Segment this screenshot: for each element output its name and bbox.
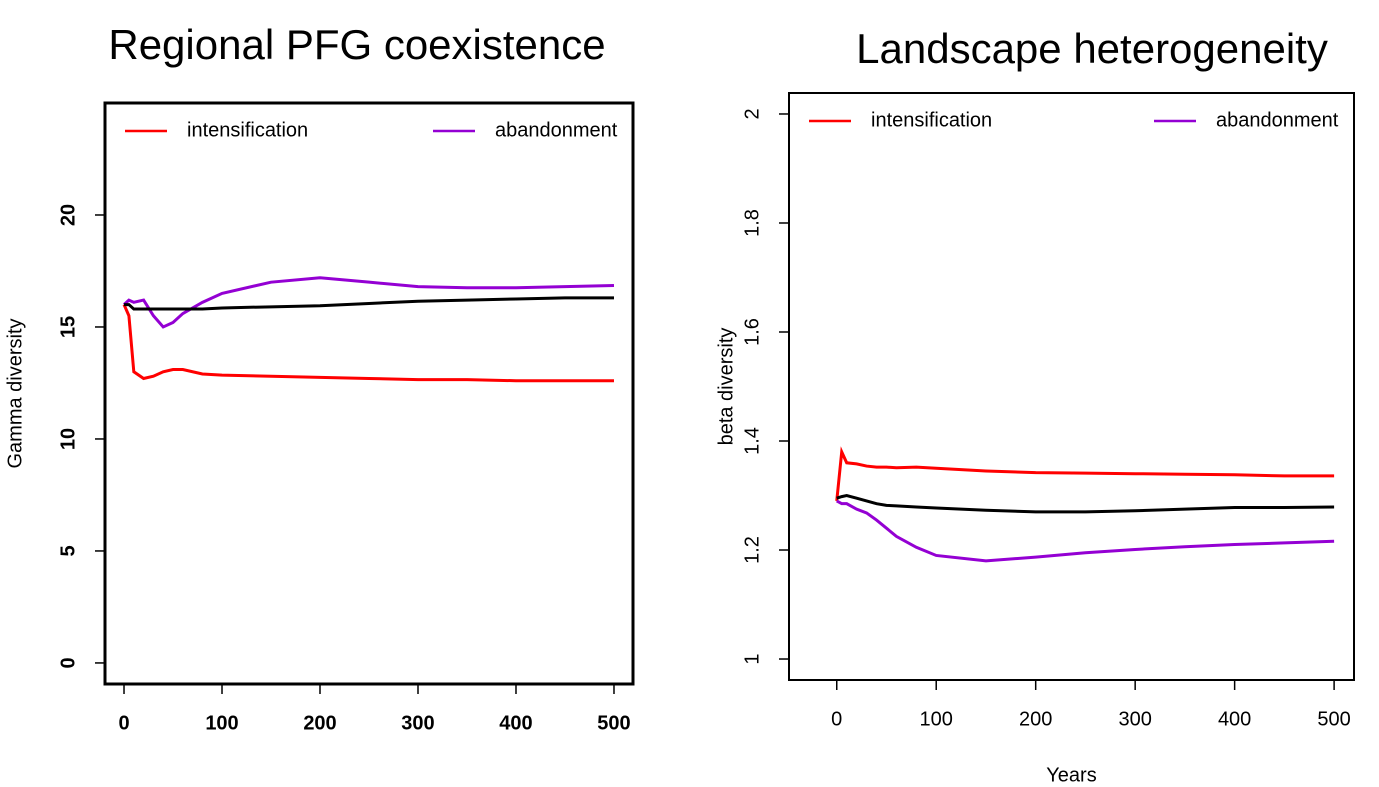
chart-title: Regional PFG coexistence <box>108 21 605 68</box>
x-tick-label: 200 <box>1019 708 1052 730</box>
legend-label: abandonment <box>1216 109 1339 131</box>
chart-title: Landscape heterogeneity <box>856 25 1328 72</box>
plot-frame <box>788 92 1355 681</box>
x-axis-label: Years <box>1046 764 1096 786</box>
y-tick-label: 20 <box>57 204 79 226</box>
x-tick-label: 500 <box>1317 708 1350 730</box>
y-tick-label: 10 <box>57 428 79 450</box>
y-axis-label: Gamma diversity <box>4 318 26 468</box>
data-line <box>122 276 615 329</box>
y-axis-label: beta diversity <box>715 328 737 446</box>
x-tick-label: 0 <box>831 708 842 730</box>
y-tick-label: 1.2 <box>741 536 763 564</box>
y-tick-label: 1 <box>741 653 763 664</box>
data-line <box>836 499 1335 563</box>
plot-frame <box>103 101 635 686</box>
legend-label: abandonment <box>495 119 618 141</box>
legend-label: intensification <box>871 109 992 131</box>
y-tick-label: 5 <box>57 545 79 556</box>
x-tick-label: 0 <box>118 712 129 734</box>
x-tick-label: 100 <box>920 708 953 730</box>
y-tick-label: 1.8 <box>741 209 763 237</box>
y-tick-label: 2 <box>741 108 763 119</box>
y-tick-label: 1.4 <box>741 427 763 455</box>
x-tick-label: 100 <box>205 712 238 734</box>
data-line <box>835 446 1335 502</box>
x-tick-label: 200 <box>303 712 336 734</box>
x-tick-label: 400 <box>499 712 532 734</box>
x-tick-label: 400 <box>1218 708 1251 730</box>
data-line <box>836 493 1335 514</box>
x-tick-label: 500 <box>597 712 630 734</box>
y-tick-label: 15 <box>57 316 79 338</box>
x-tick-label: 300 <box>1118 708 1151 730</box>
data-line <box>122 303 614 383</box>
data-line <box>124 296 614 311</box>
y-tick-label: 1.6 <box>741 318 763 346</box>
legend-label: intensification <box>187 119 308 141</box>
x-tick-label: 300 <box>401 712 434 734</box>
y-tick-label: 0 <box>57 657 79 668</box>
